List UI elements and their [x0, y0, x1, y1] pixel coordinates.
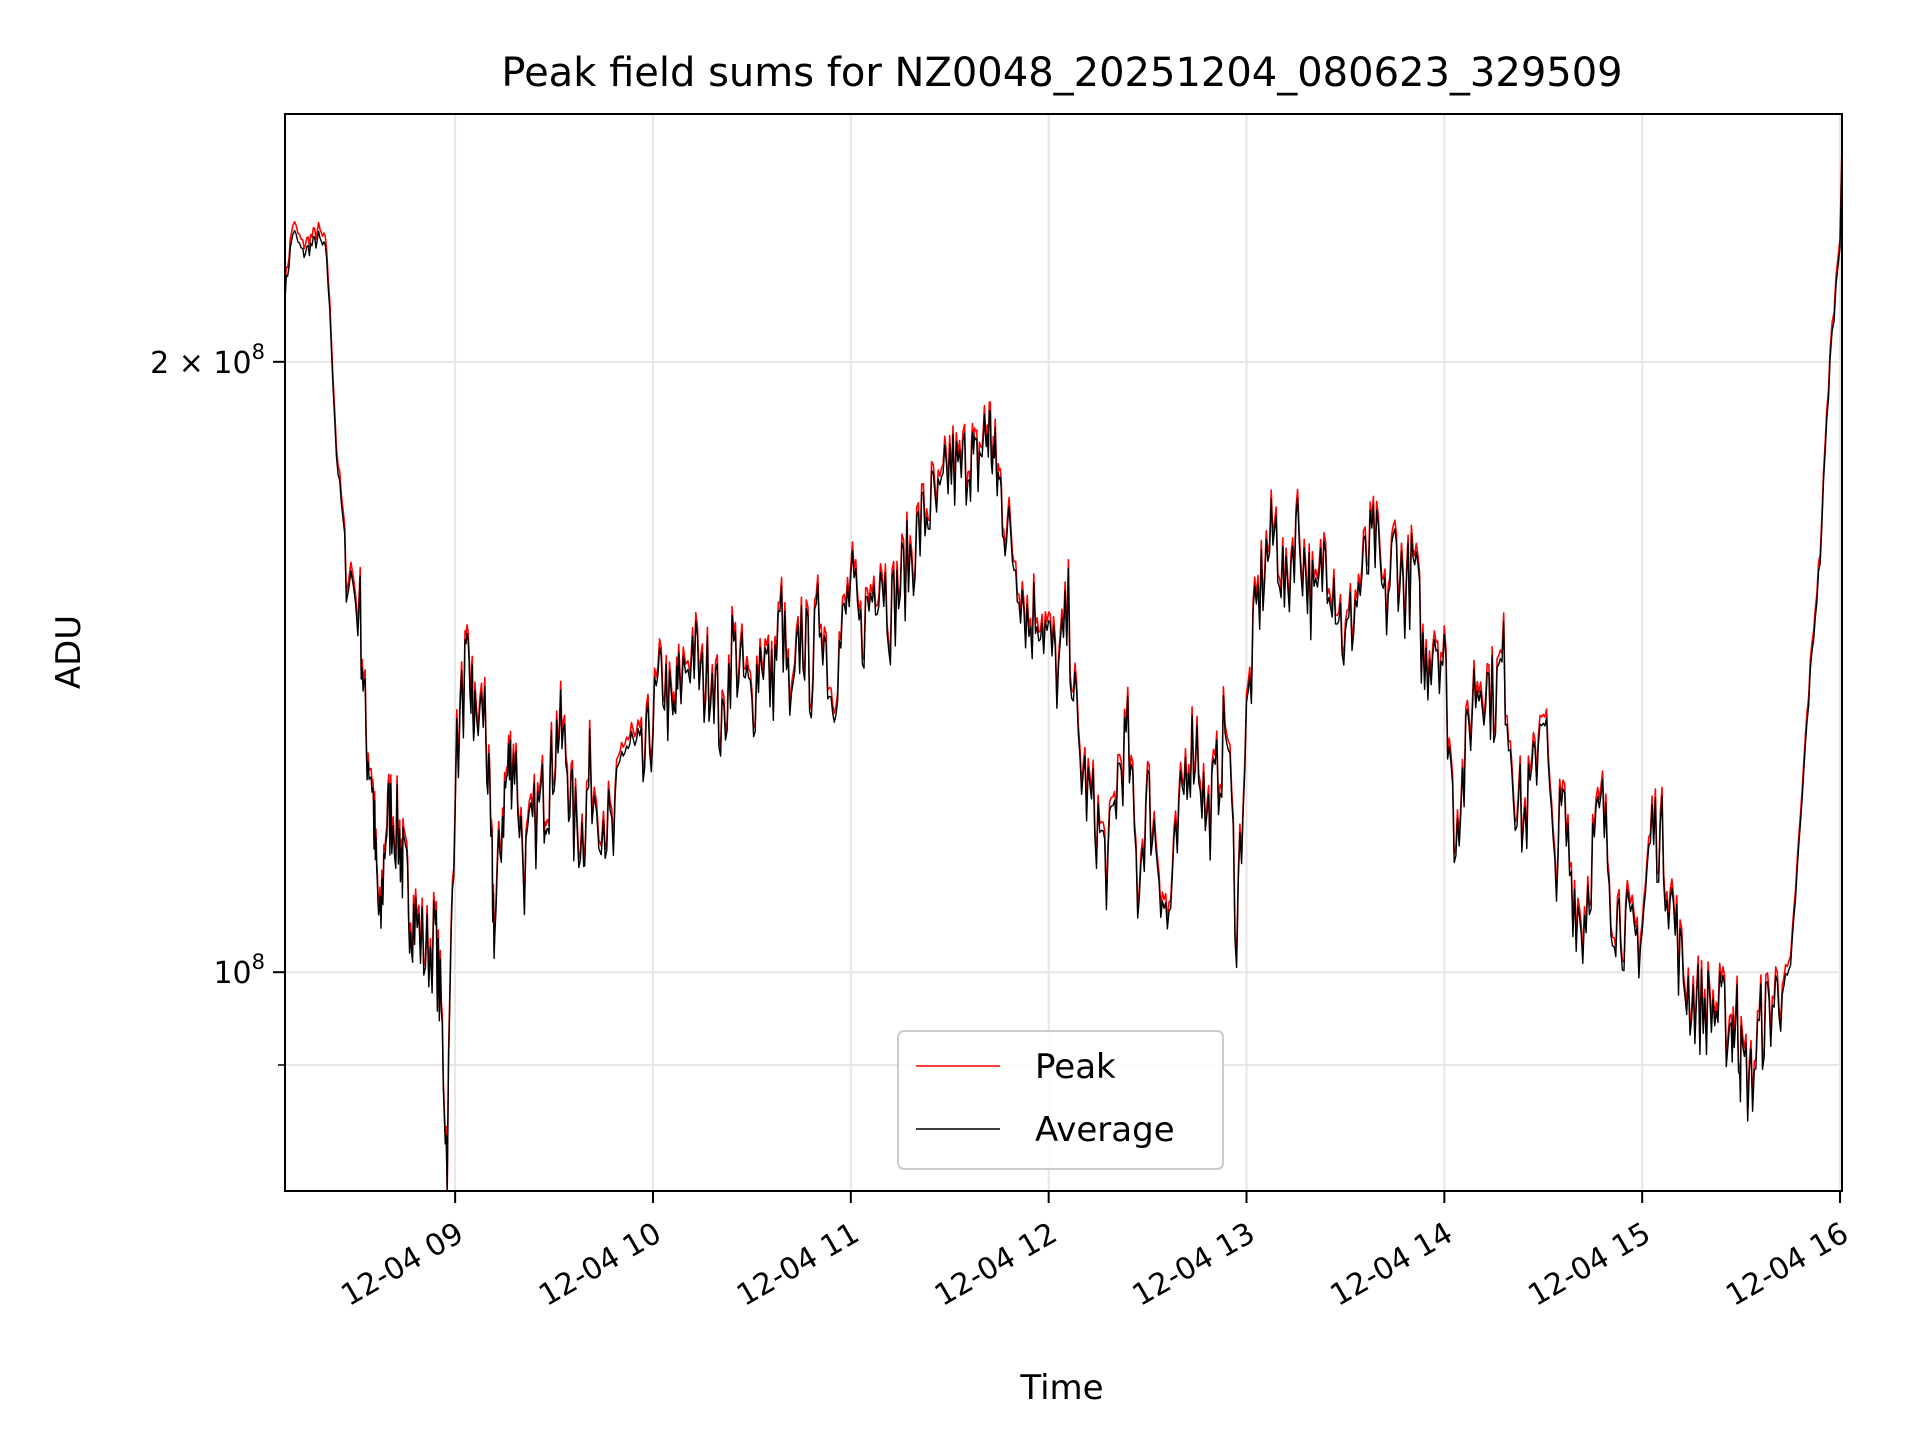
y-tick-label: 2 × 108 — [150, 340, 265, 381]
series-average-line — [284, 151, 1843, 1192]
y-axis-ticks: 108 2 × 108 — [150, 340, 285, 1066]
legend-average-label: Average — [1035, 1110, 1175, 1150]
chart-title: Peak field sums for NZ0048_20251204_0806… — [501, 50, 1622, 96]
legend: Peak Average — [897, 1030, 1224, 1170]
x-axis-title: Time — [1019, 1368, 1103, 1408]
legend-peak-label: Peak — [1035, 1047, 1116, 1087]
y-axis-title: ADU — [49, 615, 89, 689]
y-tick-label: 108 — [213, 950, 265, 991]
series-lines — [284, 142, 1843, 1192]
plot-frame — [284, 113, 1843, 1192]
